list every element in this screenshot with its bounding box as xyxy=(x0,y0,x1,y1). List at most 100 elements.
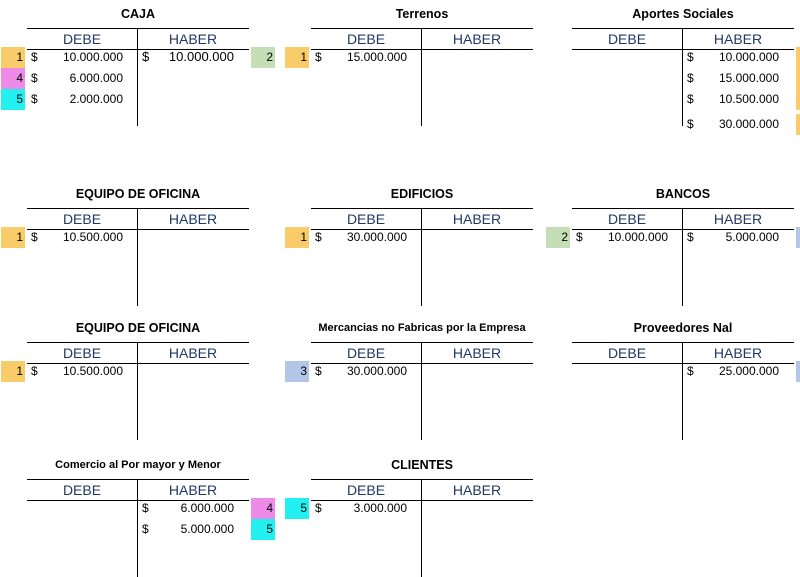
center-divider xyxy=(682,29,683,126)
debe-header: DEBE xyxy=(346,31,386,47)
t-account-equipo-de-oficina: EQUIPO DE OFICINA DEBE HABER $10.500.000 1 xyxy=(1,186,249,306)
debe-header: DEBE xyxy=(62,345,102,361)
header-rule xyxy=(572,49,794,50)
account-top-rule xyxy=(572,208,794,209)
debe-entry: $10.000.000 xyxy=(572,227,682,247)
haber-header: HABER xyxy=(452,482,502,498)
column-headers: DEBE HABER xyxy=(311,210,533,228)
haber-header: HABER xyxy=(168,345,218,361)
debe-header: DEBE xyxy=(346,345,386,361)
haber-header: HABER xyxy=(168,211,218,227)
debe-header: DEBE xyxy=(62,482,102,498)
t-account-equipo-de-oficina: EQUIPO DE OFICINA DEBE HABER $10.500.000 1 xyxy=(1,320,249,440)
header-rule xyxy=(27,229,249,230)
center-divider xyxy=(421,480,422,577)
account-title: BANCOS xyxy=(655,187,711,201)
t-account-clientes: CLIENTES DEBE HABER $3.000.000 5 xyxy=(285,457,533,577)
transaction-ref-marker: 1 xyxy=(285,47,309,68)
transaction-ref-marker: 1 xyxy=(796,68,800,89)
account-top-rule xyxy=(311,479,533,480)
header-rule xyxy=(311,229,533,230)
amount: 15.000.000 xyxy=(346,50,407,64)
transaction-ref-marker: 1 xyxy=(796,47,800,68)
column-headers: DEBE HABER xyxy=(311,30,533,48)
center-divider xyxy=(682,343,683,440)
transaction-ref-marker: 4 xyxy=(1,68,25,89)
currency-symbol: $ xyxy=(31,230,38,244)
account-title: EDIFICIOS xyxy=(390,187,454,201)
t-account-edificios: EDIFICIOS DEBE HABER $30.000.000 1 xyxy=(285,186,533,306)
debe-header: DEBE xyxy=(607,345,647,361)
transaction-ref-marker: 1 xyxy=(1,227,25,248)
transaction-ref-marker: 5 xyxy=(285,498,309,519)
haber-header: HABER xyxy=(452,211,502,227)
haber-header: HABER xyxy=(168,482,218,498)
transaction-ref-marker: 3 xyxy=(285,361,309,382)
amount: 10.000.000 xyxy=(62,50,123,64)
amount: 15.000.000 xyxy=(718,71,779,85)
haber-entry: $30.000.000 xyxy=(683,114,793,134)
transaction-ref-marker: 2 xyxy=(546,227,570,248)
transaction-ref-marker: 1 xyxy=(1,47,25,68)
column-headers: DEBE HABER xyxy=(311,344,533,362)
header-rule xyxy=(572,363,794,364)
center-divider xyxy=(421,209,422,306)
account-title: Terrenos xyxy=(395,7,449,21)
debe-entry: $3.000.000 xyxy=(311,498,421,518)
amount: 10.000.000 xyxy=(607,230,668,244)
center-divider xyxy=(137,480,138,577)
account-title: CLIENTES xyxy=(391,458,453,472)
currency-symbol: $ xyxy=(315,501,322,515)
haber-header: HABER xyxy=(713,211,763,227)
currency-symbol: $ xyxy=(315,50,322,64)
haber-header: HABER xyxy=(452,31,502,47)
debe-header: DEBE xyxy=(607,211,647,227)
account-top-rule xyxy=(572,28,794,29)
debe-header: DEBE xyxy=(607,31,647,47)
column-headers: DEBE HABER xyxy=(27,344,249,362)
column-headers: DEBE HABER xyxy=(27,481,249,499)
account-title: Proveedores Nal xyxy=(633,321,733,335)
center-divider xyxy=(682,209,683,306)
account-title: EQUIPO DE OFICINA xyxy=(75,321,201,335)
header-rule xyxy=(572,229,794,230)
debe-header: DEBE xyxy=(346,482,386,498)
account-top-rule xyxy=(311,342,533,343)
currency-symbol: $ xyxy=(142,49,150,64)
column-headers: DEBE HABER xyxy=(572,210,794,228)
amount: 30.000.000 xyxy=(718,117,779,131)
transaction-ref-marker: 2 xyxy=(251,47,275,68)
haber-entry: $10.000.000 xyxy=(683,47,793,67)
transaction-ref-marker: 4 xyxy=(251,498,275,519)
amount: 3.000.000 xyxy=(353,501,407,515)
transaction-ref-marker: 3 xyxy=(796,361,800,382)
t-account-aportes-sociales: Aportes SocialesDEBEHABER$10.000.0001$15… xyxy=(572,6,800,135)
center-divider xyxy=(137,209,138,306)
debe-header: DEBE xyxy=(62,211,102,227)
debe-header: DEBE xyxy=(62,31,102,47)
header-rule xyxy=(311,49,533,50)
column-headers: DEBE HABER xyxy=(572,344,794,362)
t-account-comercio-al-por-mayor-y-menor: Comercio al Por mayor y Menor DEBE HABER $6… xyxy=(27,457,275,577)
currency-symbol: $ xyxy=(315,364,322,378)
center-divider xyxy=(137,29,138,126)
account-top-rule xyxy=(27,342,249,343)
currency-symbol: $ xyxy=(687,364,694,378)
debe-entry: $30.000.000 xyxy=(311,361,421,381)
currency-symbol: $ xyxy=(576,230,583,244)
haber-header: HABER xyxy=(168,31,218,47)
currency-symbol: $ xyxy=(31,364,38,378)
account-title: Comercio al Por mayor y Menor xyxy=(55,459,221,471)
haber-entry: $10.500.000 xyxy=(683,89,793,109)
account-top-rule xyxy=(27,28,249,29)
t-account-caja: CAJA DEBE HABER $10.000.000 1 $6.000.000 4 $2.0… xyxy=(1,6,275,126)
transaction-ref-marker: 5 xyxy=(1,89,25,110)
currency-symbol: $ xyxy=(142,501,149,515)
header-rule xyxy=(27,500,249,501)
account-top-rule xyxy=(311,28,533,29)
header-rule xyxy=(27,49,249,50)
currency-symbol: $ xyxy=(687,230,694,244)
debe-entry: $10.500.000 xyxy=(27,227,137,247)
amount: 2.000.000 xyxy=(69,92,123,106)
amount: 6.000.000 xyxy=(180,501,234,515)
